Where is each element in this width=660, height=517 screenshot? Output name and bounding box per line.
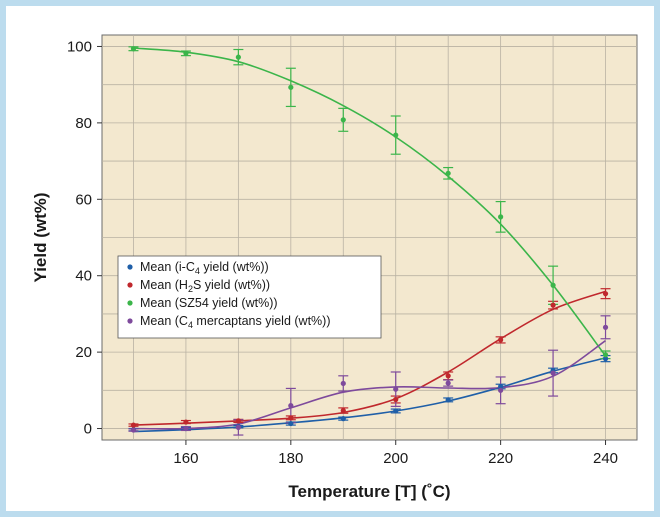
data-point-series-0 xyxy=(498,383,504,390)
legend-marker xyxy=(127,282,133,288)
data-point-series-3 xyxy=(393,386,399,392)
y-tick-label: 80 xyxy=(75,115,92,132)
data-point-series-3 xyxy=(602,324,609,330)
legend-entry: Mean (H2S yield (wt%)) xyxy=(140,278,270,294)
data-point-series-1 xyxy=(602,291,609,297)
data-point-series-1 xyxy=(130,422,137,428)
data-point-series-3 xyxy=(498,387,504,393)
legend-entry: Mean (C4 mercaptans yield (wt%)) xyxy=(140,314,331,330)
data-point-series-0 xyxy=(445,397,451,403)
data-point-series-3 xyxy=(130,427,137,433)
data-point-series-0 xyxy=(602,356,609,362)
legend-marker xyxy=(127,318,133,324)
data-point-series-2 xyxy=(340,117,346,123)
data-point-series-1 xyxy=(393,396,399,403)
fit-curve-series-1 xyxy=(133,290,606,426)
legend-entry: Mean (i-C4 yield (wt%)) xyxy=(140,260,269,276)
data-point-series-3 xyxy=(445,380,451,386)
y-tick-label: 40 xyxy=(75,268,92,285)
data-point-series-2 xyxy=(130,46,137,52)
fit-curve-series-0 xyxy=(133,357,606,433)
x-tick-label: 180 xyxy=(278,450,303,467)
y-tick-label: 100 xyxy=(67,38,92,55)
data-point-series-3 xyxy=(288,403,294,409)
y-tick-label: 60 xyxy=(75,191,92,208)
data-point-series-2 xyxy=(183,50,189,56)
legend-marker xyxy=(127,264,133,270)
y-tick-label: 0 xyxy=(84,421,92,438)
data-point-series-3 xyxy=(340,380,346,387)
data-point-series-1 xyxy=(183,419,189,425)
data-point-series-1 xyxy=(550,302,556,308)
data-point-series-0 xyxy=(393,408,399,414)
x-tick-label: 240 xyxy=(593,450,618,467)
x-tick-label: 160 xyxy=(173,450,198,467)
x-tick-label: 220 xyxy=(488,450,513,467)
fit-curve-series-2 xyxy=(133,47,607,357)
legend-marker xyxy=(127,300,133,306)
data-point-series-3 xyxy=(550,370,556,376)
legend-box xyxy=(117,255,382,339)
fit-curves xyxy=(133,47,607,433)
data-point-series-1 xyxy=(498,337,504,343)
data-point-series-2 xyxy=(393,132,399,138)
data-point-series-1 xyxy=(288,415,294,421)
legend-entry: Mean (SZ54 yield (wt%)) xyxy=(140,296,278,310)
data-point-series-3 xyxy=(183,425,189,432)
data-point-series-2 xyxy=(550,282,556,288)
y-axis-label: Yield (wt%) xyxy=(31,192,50,282)
data-point-series-2 xyxy=(235,54,241,60)
legend: Mean (i-C4 yield (wt%)) Mean (H2S yield (… xyxy=(117,255,382,339)
data-point-series-0 xyxy=(288,420,294,427)
data-point-series-3 xyxy=(235,424,241,430)
data-point-series-2 xyxy=(288,84,294,90)
x-axis-label: Temperature [T] (˚C) xyxy=(288,482,450,501)
fit-curve-series-3 xyxy=(133,340,606,430)
data-point-series-1 xyxy=(445,373,451,379)
y-tick-label: 20 xyxy=(75,344,92,361)
data-point-series-1 xyxy=(340,407,346,414)
data-points xyxy=(130,46,609,433)
x-tick-label: 200 xyxy=(383,450,408,467)
data-point-series-2 xyxy=(602,352,609,358)
data-point-series-0 xyxy=(340,416,346,422)
data-point-series-2 xyxy=(498,214,504,220)
data-point-series-1 xyxy=(235,418,241,424)
axes: 160 180 200 220 240 0 20 40 60 80 100 xyxy=(67,38,618,467)
data-point-series-2 xyxy=(445,170,451,176)
